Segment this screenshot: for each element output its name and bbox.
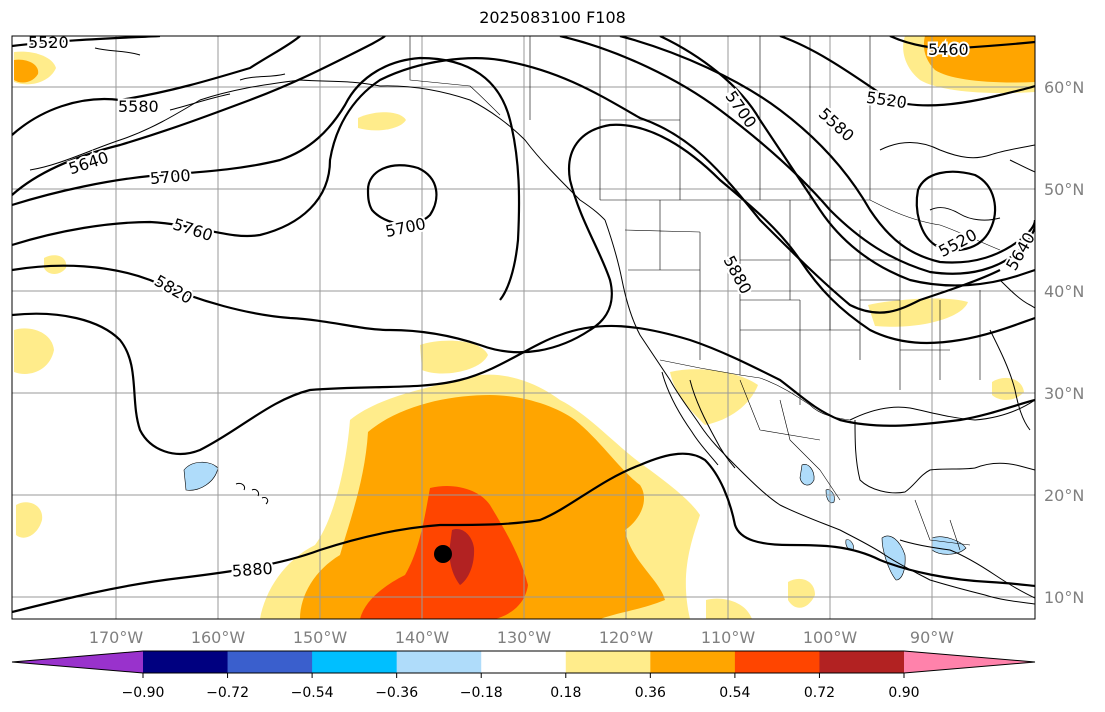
- latitude-labels: 60°N 50°N 40°N 30°N 20°N 10°N: [1044, 78, 1084, 607]
- contour-label: 5520: [935, 225, 980, 261]
- colorbar-tick-labels: −0.90 −0.72 −0.54 −0.36 −0.18 0.18 0.36 0.54 0.7…: [122, 673, 920, 701]
- colorbar-bin: [143, 651, 229, 673]
- colorbar-tick-label: −0.90: [122, 685, 165, 701]
- shade-region-darkred: [449, 529, 475, 585]
- map-frame: [11, 35, 1036, 620]
- contour-5640-east: [619, 36, 1035, 264]
- colorbar-tick-label: −0.18: [460, 685, 503, 701]
- colorbar-bin: [227, 651, 313, 673]
- lon-label: 160°W: [191, 628, 246, 647]
- colorbar-tick-label: −0.72: [206, 685, 249, 701]
- contour-5460: [889, 36, 1035, 50]
- lat-label: 20°N: [1044, 486, 1084, 505]
- storm-center-marker: [434, 545, 452, 563]
- shade-region-yellow: [706, 598, 752, 619]
- contour-5880-south: [12, 452, 1035, 614]
- shade-region-yellow: [16, 502, 43, 538]
- shade-region-yellow: [670, 369, 758, 425]
- colorbar-bin: [312, 651, 398, 673]
- contour-label: 5640: [1002, 229, 1039, 274]
- shade-region-blue: [881, 535, 906, 581]
- contour-label: 5460: [928, 40, 969, 59]
- contour-5520-east: [779, 36, 1035, 107]
- contour-label: 5580: [815, 104, 858, 145]
- lat-label: 10°N: [1044, 588, 1084, 607]
- contour-low-closed: [915, 170, 997, 252]
- contour-5520: [12, 36, 161, 48]
- shade-region-yellow: [788, 578, 815, 608]
- contour-label: 5640: [66, 148, 111, 179]
- graticule: [12, 36, 1035, 619]
- contour-5580-east: [559, 36, 1035, 275]
- contour-5820: [12, 123, 1035, 354]
- longitude-labels: 170°W 160°W 150°W 140°W 130°W 120°W 110°…: [89, 628, 954, 647]
- contour-label: 5760: [171, 214, 216, 245]
- shade-region-yellow: [44, 255, 67, 274]
- shade-region-yellow: [992, 377, 1024, 400]
- colorbar-tick-label: 0.90: [888, 685, 919, 701]
- height-contours: [12, 36, 1035, 614]
- colorbar-tick-label: 0.36: [635, 685, 666, 701]
- colorbar-tick-label: 0.72: [804, 685, 835, 701]
- colorbar: [11, 650, 1036, 674]
- contour-5700-east: [659, 36, 1035, 287]
- colorbar-extend-high: [904, 651, 1035, 673]
- contour-5700-closed: [366, 164, 438, 226]
- lon-label: 150°W: [293, 628, 348, 647]
- lat-label: 40°N: [1044, 282, 1084, 301]
- contour-label: 5520: [28, 33, 69, 52]
- lon-label: 140°W: [395, 628, 450, 647]
- contour-5580: [12, 36, 301, 136]
- contour-5640: [12, 36, 386, 196]
- contour-5700: [12, 56, 521, 301]
- shade-region-yellow: [420, 340, 488, 374]
- contour-label: 5580: [118, 97, 159, 116]
- contour-5880-north: [12, 312, 1035, 455]
- contour-label: 5880: [231, 559, 273, 581]
- contour-label: 5520: [865, 88, 908, 112]
- colorbar-tick-label: 0.54: [719, 685, 750, 701]
- colorbar-tick-label: −0.36: [375, 685, 418, 701]
- colorbar-bin: [650, 651, 736, 673]
- colorbar-bin: [819, 651, 905, 673]
- contour-label: 5820: [151, 271, 196, 308]
- colorbar-bin: [481, 651, 567, 673]
- contour-label: 5700: [149, 166, 191, 188]
- lon-label: 90°W: [910, 628, 954, 647]
- shade-region-yellow: [14, 328, 54, 374]
- shade-region-orange: [14, 59, 39, 83]
- contour-label: 5700: [384, 214, 428, 241]
- contour-5760: [12, 57, 1001, 314]
- lat-label: 50°N: [1044, 180, 1084, 199]
- lon-label: 110°W: [701, 628, 756, 647]
- lon-label: 170°W: [89, 628, 144, 647]
- lon-label: 130°W: [497, 628, 552, 647]
- colorbar-tick-label: 0.18: [550, 685, 581, 701]
- colorbar-bin: [734, 651, 820, 673]
- shade-region-yellow: [868, 298, 968, 327]
- lat-label: 60°N: [1044, 78, 1084, 97]
- shade-region-blue: [931, 536, 967, 555]
- map-title: 2025083100 F108: [479, 8, 626, 27]
- shade-region-blue: [183, 461, 219, 491]
- shaded-anomaly-field: [14, 36, 1035, 619]
- colorbar-extend-low: [12, 651, 143, 673]
- colorbar-bin: [396, 651, 482, 673]
- coastlines: [29, 47, 1035, 605]
- lat-label: 30°N: [1044, 384, 1084, 403]
- colorbar-bin: [565, 651, 651, 673]
- colorbar-tick-label: −0.54: [291, 685, 334, 701]
- lon-label: 100°W: [803, 628, 858, 647]
- shade-region-blue: [799, 464, 815, 486]
- lon-label: 120°W: [599, 628, 654, 647]
- shade-region-yellow: [358, 112, 406, 131]
